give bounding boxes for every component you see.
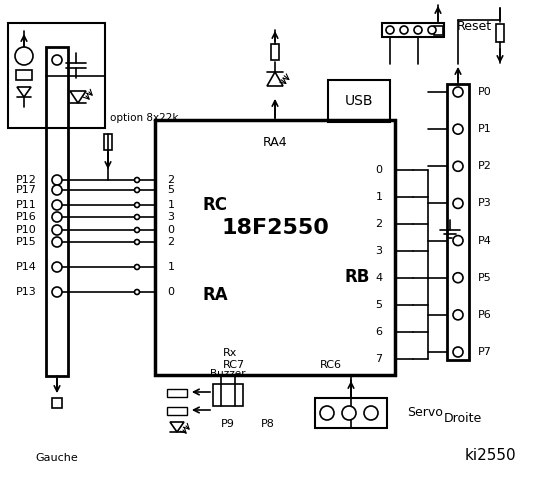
Text: P5: P5 (478, 273, 492, 283)
Circle shape (134, 240, 139, 244)
Circle shape (52, 55, 62, 65)
Text: P4: P4 (478, 236, 492, 246)
Bar (213, 384, 243, 406)
Text: 0: 0 (168, 225, 175, 235)
Text: P14: P14 (16, 262, 37, 272)
Bar (434, 26, 443, 35)
Circle shape (453, 347, 463, 357)
Circle shape (134, 215, 139, 219)
Text: P16: P16 (16, 212, 37, 222)
Circle shape (134, 203, 139, 207)
Circle shape (414, 26, 422, 34)
Bar (16, 70, 32, 80)
Circle shape (52, 175, 62, 185)
Circle shape (52, 237, 62, 247)
Circle shape (453, 161, 463, 171)
Text: P11: P11 (16, 200, 37, 210)
Bar (447, 84, 469, 360)
Circle shape (453, 310, 463, 320)
Bar (496, 24, 504, 42)
Circle shape (15, 47, 33, 65)
Text: P12: P12 (16, 175, 37, 185)
Text: 1: 1 (375, 192, 383, 202)
Text: P2: P2 (478, 161, 492, 171)
Text: P1: P1 (478, 124, 492, 134)
Text: RC6: RC6 (320, 360, 342, 370)
Text: Reset: Reset (457, 20, 492, 33)
Text: 2: 2 (375, 219, 383, 229)
Circle shape (52, 185, 62, 195)
Circle shape (320, 406, 334, 420)
Text: RA4: RA4 (263, 135, 288, 148)
Bar (155, 120, 395, 375)
Circle shape (52, 287, 62, 297)
Circle shape (134, 289, 139, 295)
Text: 0: 0 (375, 165, 383, 175)
Text: P7: P7 (478, 347, 492, 357)
Text: 7: 7 (375, 354, 383, 364)
Circle shape (453, 198, 463, 208)
Bar (167, 407, 187, 415)
Text: Droite: Droite (444, 411, 482, 424)
Text: P15: P15 (16, 237, 37, 247)
Text: P6: P6 (478, 310, 492, 320)
Text: P10: P10 (16, 225, 37, 235)
Text: Servo: Servo (407, 407, 443, 420)
Text: 5: 5 (168, 185, 175, 195)
Circle shape (52, 200, 62, 210)
Circle shape (386, 26, 394, 34)
Text: ki2550: ki2550 (465, 448, 517, 464)
Text: 1: 1 (168, 200, 175, 210)
Circle shape (453, 273, 463, 283)
Bar (52, 398, 62, 408)
Circle shape (52, 212, 62, 222)
Circle shape (52, 225, 62, 235)
Bar (167, 389, 187, 397)
Circle shape (342, 406, 356, 420)
Text: 3: 3 (375, 246, 383, 256)
Circle shape (52, 262, 62, 272)
Text: Gauche: Gauche (35, 453, 79, 463)
Text: P13: P13 (16, 287, 37, 297)
Bar (328, 80, 390, 122)
Text: RC: RC (202, 196, 227, 214)
Bar (104, 134, 112, 150)
Text: 0: 0 (168, 287, 175, 297)
Text: P8: P8 (261, 419, 275, 429)
Text: 3: 3 (168, 212, 175, 222)
Circle shape (134, 188, 139, 192)
Circle shape (453, 124, 463, 134)
Text: P0: P0 (478, 87, 492, 97)
Text: 4: 4 (375, 273, 383, 283)
Circle shape (428, 26, 436, 34)
Text: 2: 2 (168, 175, 175, 185)
Text: RA: RA (202, 286, 228, 304)
Text: RC7: RC7 (223, 360, 245, 370)
Text: P3: P3 (478, 198, 492, 208)
Bar (271, 44, 279, 60)
Bar (382, 23, 444, 37)
Circle shape (453, 236, 463, 246)
Bar (315, 398, 387, 428)
Text: 1: 1 (168, 262, 175, 272)
Bar (8, 23, 105, 128)
Circle shape (364, 406, 378, 420)
Circle shape (400, 26, 408, 34)
Text: 5: 5 (375, 300, 383, 310)
Text: Rx: Rx (223, 348, 237, 358)
Circle shape (453, 87, 463, 97)
Text: 18F2550: 18F2550 (221, 217, 329, 238)
Text: RB: RB (345, 268, 370, 287)
Circle shape (134, 264, 139, 269)
Text: USB: USB (345, 94, 373, 108)
Text: P17: P17 (16, 185, 37, 195)
Circle shape (134, 178, 139, 182)
Text: 2: 2 (168, 237, 175, 247)
Text: Buzzer: Buzzer (210, 369, 246, 379)
Text: P9: P9 (221, 419, 235, 429)
Circle shape (134, 228, 139, 232)
Bar (46, 47, 68, 376)
Text: option 8x22k: option 8x22k (110, 113, 179, 123)
Text: 6: 6 (375, 327, 383, 337)
